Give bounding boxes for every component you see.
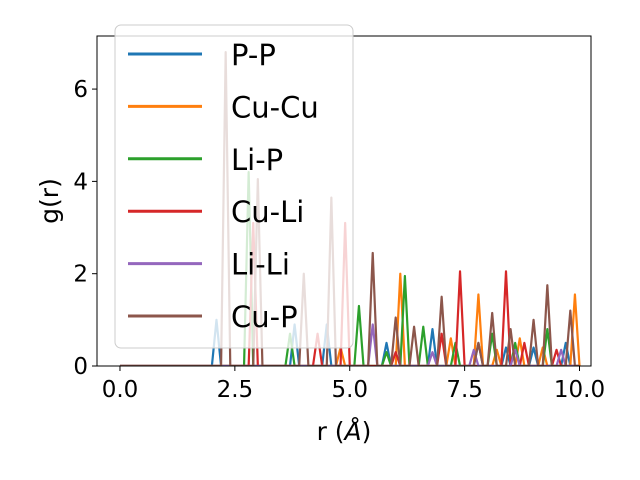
x-tick-label: 10.0 — [554, 377, 605, 403]
x-tick-label: 0.0 — [102, 377, 139, 403]
series-line-cu-p — [119, 51, 580, 366]
y-axis-ticks: 0 2 4 6 — [73, 77, 97, 380]
x-tick-label: 5.0 — [331, 377, 368, 403]
legend-label: P-P — [231, 38, 276, 72]
legend-label: Cu-Cu — [231, 90, 319, 124]
y-tick-label: 6 — [73, 77, 88, 103]
legend: P-P Cu-Cu Li-P Cu-Li Li-Li Cu-P — [114, 24, 354, 349]
x-axis-label-unit: Å — [343, 417, 362, 446]
y-tick-label: 0 — [73, 354, 88, 380]
y-tick-label: 2 — [73, 262, 88, 288]
legend-label: Cu-Li — [231, 195, 304, 229]
x-axis-ticks: 0.0 2.5 5.0 7.5 10.0 — [102, 366, 605, 403]
x-axis-label-suffix: ) — [362, 417, 372, 446]
x-tick-label: 7.5 — [446, 377, 483, 403]
y-tick-label: 4 — [73, 169, 88, 195]
x-tick-label: 2.5 — [217, 377, 254, 403]
legend-label: Li-Li — [231, 248, 290, 282]
legend-label: Li-P — [231, 143, 283, 177]
x-axis-label-prefix: r ( — [317, 417, 345, 446]
y-axis-label: g(r) — [35, 178, 64, 224]
legend-label: Cu-P — [231, 300, 298, 334]
x-axis-label: r (Å) — [317, 417, 372, 446]
